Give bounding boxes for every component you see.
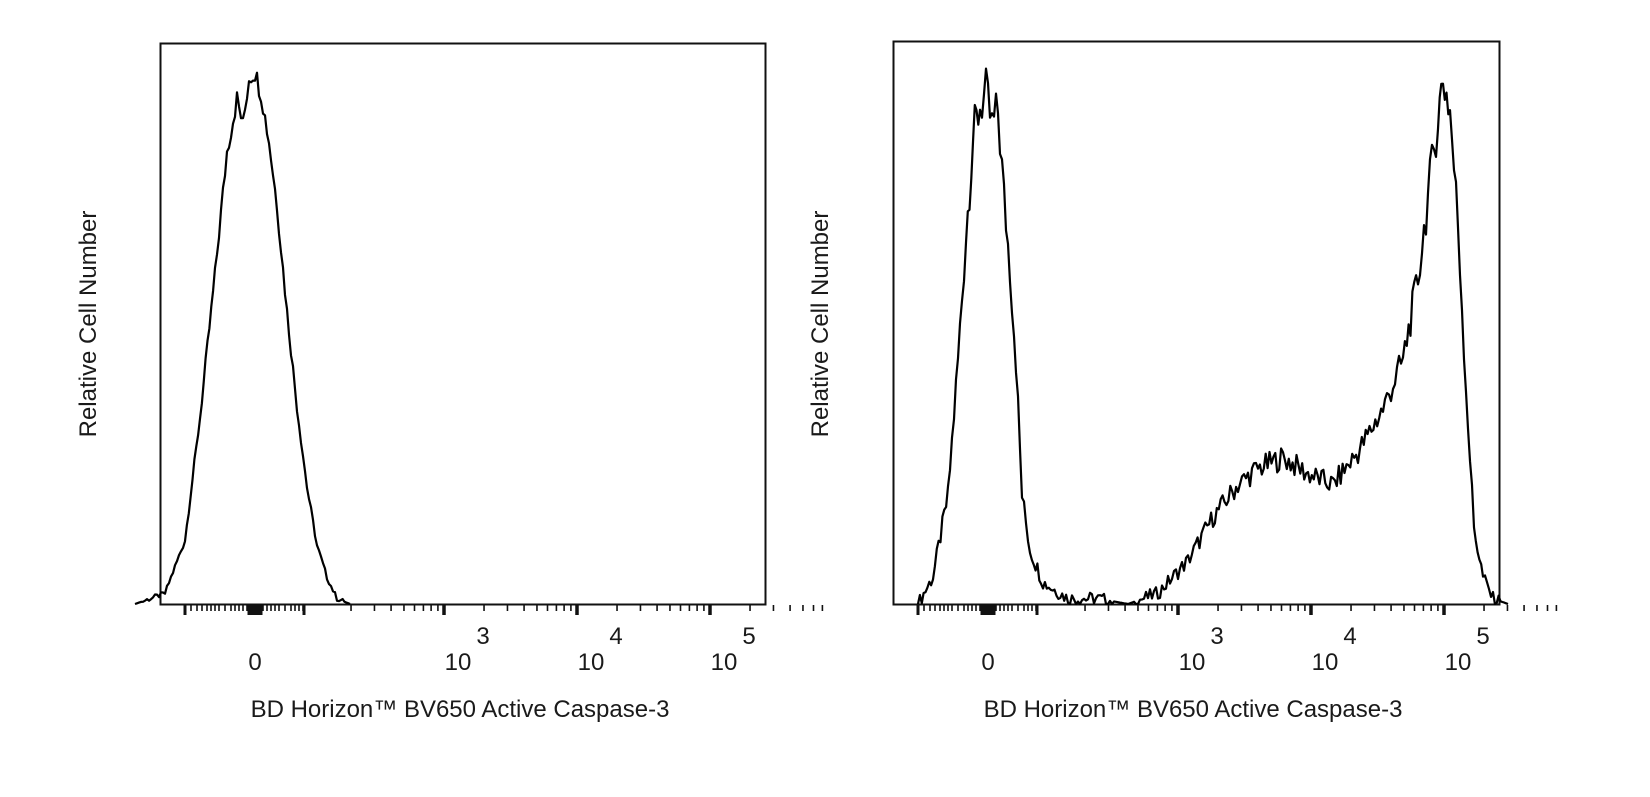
x-tick-label-1e5-base: 10 bbox=[1445, 649, 1472, 676]
x-tick-label-1e3-base: 10 bbox=[1179, 649, 1206, 676]
x-tick-label-1e4-base: 10 bbox=[1312, 649, 1339, 676]
x-tick-label-1e5-exp: 5 bbox=[742, 623, 755, 650]
x-axis-ticks bbox=[916, 605, 1558, 615]
x-axis-title: BD Horizon™ BV650 Active Caspase-3 bbox=[984, 696, 1403, 723]
histogram-panel-control: 0 10 3 10 4 10 5 BD Horizon™ BV650 Activ… bbox=[75, 42, 824, 723]
x-axis-title: BD Horizon™ BV650 Active Caspase-3 bbox=[251, 696, 670, 723]
plot-frame bbox=[892, 40, 1501, 606]
x-axis-ticks bbox=[183, 605, 824, 615]
x-tick-label-1e4-base: 10 bbox=[578, 649, 605, 676]
x-tick-label-1e3-exp: 3 bbox=[1210, 623, 1223, 650]
x-tick-label-1e5-base: 10 bbox=[711, 649, 738, 676]
x-tick-label-0: 0 bbox=[981, 649, 994, 676]
histogram-curve-treated bbox=[916, 67, 1509, 606]
plot-frame bbox=[159, 42, 767, 606]
y-axis-title: Relative Cell Number bbox=[75, 211, 102, 438]
x-tick-label-1e5-exp: 5 bbox=[1476, 623, 1489, 650]
histogram-panel-treated: 0 10 3 10 4 10 5 BD Horizon™ BV650 Activ… bbox=[807, 40, 1558, 723]
x-tick-label-1e3-exp: 3 bbox=[476, 623, 489, 650]
x-tick-label-1e4-exp: 4 bbox=[609, 623, 622, 650]
y-axis-title: Relative Cell Number bbox=[807, 211, 834, 438]
x-tick-label-1e3-base: 10 bbox=[445, 649, 472, 676]
x-tick-label-0: 0 bbox=[248, 649, 261, 676]
x-tick-label-1e4-exp: 4 bbox=[1343, 623, 1356, 650]
histogram-curve-control bbox=[134, 71, 351, 606]
